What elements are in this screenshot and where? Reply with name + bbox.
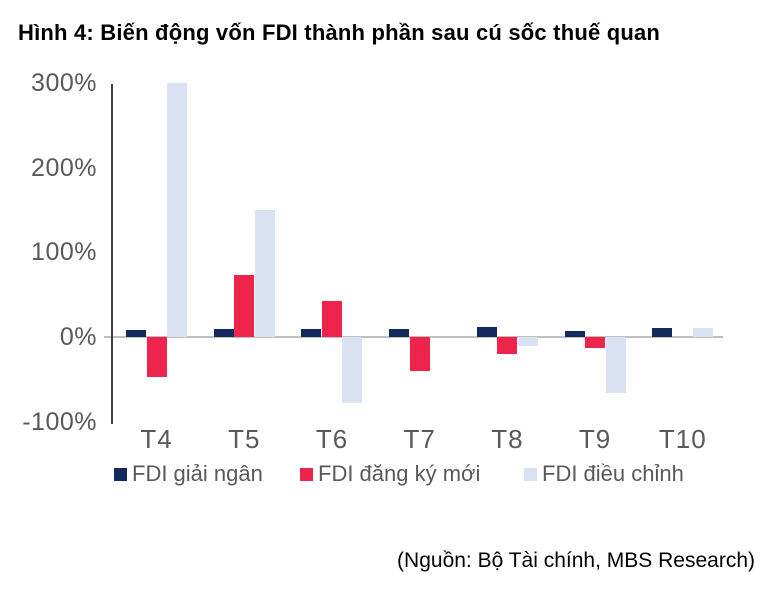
y-axis-tick-label: 0% <box>59 323 97 351</box>
bar <box>409 337 430 371</box>
chart-legend: FDI giải ngân FDI đăng ký mới FDI điều c… <box>0 461 770 491</box>
bar <box>234 275 255 337</box>
source-note: (Nguồn: Bộ Tài chính, MBS Research) <box>397 549 755 572</box>
bar <box>652 327 673 337</box>
bar <box>146 337 167 377</box>
bar <box>213 329 234 337</box>
legend-swatch-fdi-dieu-chinh <box>524 467 537 481</box>
bar <box>564 331 585 337</box>
x-axis-tick-label: T10 <box>658 424 707 454</box>
legend-item-fdi-giai-ngan: FDI giải ngân <box>114 461 263 487</box>
bar <box>301 329 322 337</box>
bar <box>321 300 342 337</box>
x-axis-tick-label: T6 <box>315 424 349 454</box>
legend-item-fdi-dang-ky-moi: FDI đăng ký mới <box>300 461 480 487</box>
bar <box>126 330 146 337</box>
bar <box>693 327 714 337</box>
x-axis-tick-label: T9 <box>578 424 612 454</box>
x-axis-tick-label: T4 <box>140 424 173 454</box>
bar <box>389 328 410 337</box>
legend-label-fdi-dieu-chinh: FDI điều chỉnh <box>542 461 684 486</box>
legend-label-fdi-giai-ngan: FDI giải ngân <box>132 461 263 486</box>
y-axis-tick-label: 200% <box>31 153 97 182</box>
bar <box>167 82 187 337</box>
y-axis-tick-label: 300% <box>31 68 97 97</box>
bar <box>342 337 363 404</box>
bar <box>605 337 626 393</box>
bar <box>497 337 518 354</box>
legend-item-fdi-dieu-chinh: FDI điều chỉnh <box>524 461 684 487</box>
chart-title: Hình 4: Biến động vốn FDI thành phần sau… <box>18 20 661 45</box>
legend-label-fdi-dang-ky-moi: FDI đăng ký mới <box>318 461 481 486</box>
legend-swatch-fdi-giai-ngan <box>114 467 127 481</box>
x-axis-tick-label: T7 <box>403 424 436 454</box>
bar <box>254 209 275 337</box>
y-axis-tick-label: -100% <box>22 407 97 436</box>
bar <box>476 326 497 337</box>
y-axis-line <box>111 84 113 424</box>
legend-swatch-fdi-dang-ky-moi <box>300 467 313 481</box>
bar <box>585 337 605 349</box>
bar <box>517 337 538 347</box>
x-axis-tick-label: T5 <box>228 424 261 454</box>
bar-chart-plot-area: 300% 200% 100% 0% -100% T4 T5 T6 T7 T8 T9 T10 <box>22 68 723 454</box>
x-axis-tick-label: T8 <box>491 424 524 454</box>
y-axis-tick-label: 100% <box>31 238 97 267</box>
